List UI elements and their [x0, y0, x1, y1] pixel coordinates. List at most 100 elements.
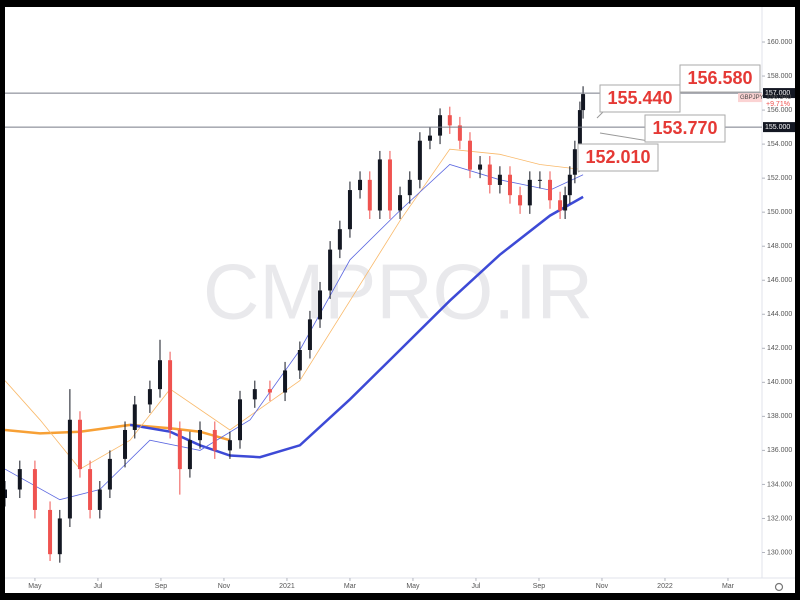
x-tick-label: May	[406, 583, 420, 590]
level-label: 155.000	[765, 124, 790, 131]
candle-body	[17, 469, 22, 490]
candle-body	[328, 249, 333, 291]
x-tick-label: Nov	[218, 583, 231, 590]
y-tick-label: 132.000	[767, 515, 792, 522]
candle-body	[32, 469, 37, 510]
candle-body	[358, 179, 363, 191]
candle-body	[527, 179, 532, 206]
candle-body	[283, 370, 288, 393]
candle-body	[48, 509, 53, 555]
candle-body	[537, 179, 542, 181]
candle-body	[367, 179, 372, 211]
annotation-label: 152.010	[585, 147, 650, 167]
candle-body	[438, 115, 443, 136]
annotation-label: 153.770	[652, 118, 717, 138]
y-tick-label: 160.000	[767, 39, 792, 46]
candle-body	[157, 360, 162, 390]
x-tick-label: May	[28, 583, 42, 590]
candle-body	[417, 140, 422, 180]
candle-body	[67, 419, 72, 519]
y-tick-label: 150.000	[767, 209, 792, 216]
candle-body	[447, 115, 452, 126]
candle-body	[497, 174, 502, 185]
candle-body	[387, 159, 392, 211]
y-tick-label: 144.000	[767, 311, 792, 318]
candle-body	[581, 94, 586, 111]
y-tick-label: 136.000	[767, 447, 792, 454]
candle-body	[487, 164, 492, 185]
candle-body	[577, 110, 582, 150]
y-tick-label: 148.000	[767, 243, 792, 250]
candle-body	[267, 389, 272, 393]
candle-body	[147, 389, 152, 405]
moving-average	[129, 195, 584, 459]
candle-body	[77, 419, 82, 470]
x-tick-label: Jul	[471, 583, 480, 590]
candle-body	[457, 125, 462, 141]
candle-body	[347, 190, 352, 230]
y-tick-label: 158.000	[767, 73, 792, 80]
annotation-box	[599, 84, 681, 113]
candle-body	[518, 195, 523, 206]
level-label: 157.000	[765, 90, 790, 97]
candle-body	[88, 469, 93, 510]
candle-body	[212, 429, 217, 451]
x-tick-label: Nov	[596, 583, 609, 590]
level-label-box	[763, 88, 795, 99]
change-label: +9.71%	[766, 101, 790, 108]
candle-body	[567, 174, 572, 196]
candle-body	[177, 429, 182, 470]
candle-body	[558, 200, 563, 211]
annotation-box	[577, 143, 659, 172]
candle-body	[197, 429, 202, 441]
candle-body	[318, 290, 323, 320]
candle-body	[123, 429, 128, 459]
x-tick-label: Sep	[155, 583, 168, 590]
last-price-label: 156.940	[766, 94, 791, 101]
candle-body	[427, 135, 432, 141]
candle-body	[238, 399, 243, 441]
plot-area	[5, 86, 586, 563]
candle-body	[547, 179, 552, 201]
candle-body	[478, 164, 483, 170]
settings-icon[interactable]	[774, 582, 784, 592]
candle-body	[307, 319, 312, 350]
candle-body	[563, 195, 568, 211]
candle-body	[227, 440, 232, 451]
y-tick-label: 142.000	[767, 345, 792, 352]
annotation-label: 156.580	[687, 68, 752, 88]
x-tick-label: Jul	[93, 583, 102, 590]
y-tick-label: 146.000	[767, 277, 792, 284]
candle-body	[507, 174, 512, 196]
x-tick-label: Mar	[722, 583, 735, 590]
candle-body	[572, 149, 577, 175]
annotation-label: 155.440	[607, 88, 672, 108]
annotation-box	[644, 114, 726, 143]
symbol-box	[738, 93, 762, 103]
y-tick-label: 152.000	[767, 175, 792, 182]
symbol-label: GBPJPY	[740, 95, 764, 101]
y-tick-label: 156.000	[767, 107, 792, 114]
candle-body	[252, 389, 257, 400]
candle-body	[398, 195, 403, 211]
y-tick-label: 140.000	[767, 379, 792, 386]
candle-body	[107, 458, 112, 490]
watermark: CMPRO.IR	[203, 248, 593, 336]
candle-body	[377, 159, 382, 211]
candle-body	[168, 360, 173, 430]
candle-body	[407, 179, 412, 196]
candle-body	[132, 404, 137, 430]
x-tick-label: Mar	[344, 583, 357, 590]
candle-body	[97, 489, 102, 510]
candle-body	[5, 489, 7, 499]
x-tick-label: Sep	[533, 583, 546, 590]
candle-body	[187, 440, 192, 470]
candle-body	[297, 349, 302, 371]
x-tick-label: 2022	[657, 583, 673, 590]
candle-body	[337, 229, 342, 250]
x-tick-label: 2021	[279, 583, 295, 590]
y-tick-label: 138.000	[767, 413, 792, 420]
annotation-box	[679, 64, 761, 93]
